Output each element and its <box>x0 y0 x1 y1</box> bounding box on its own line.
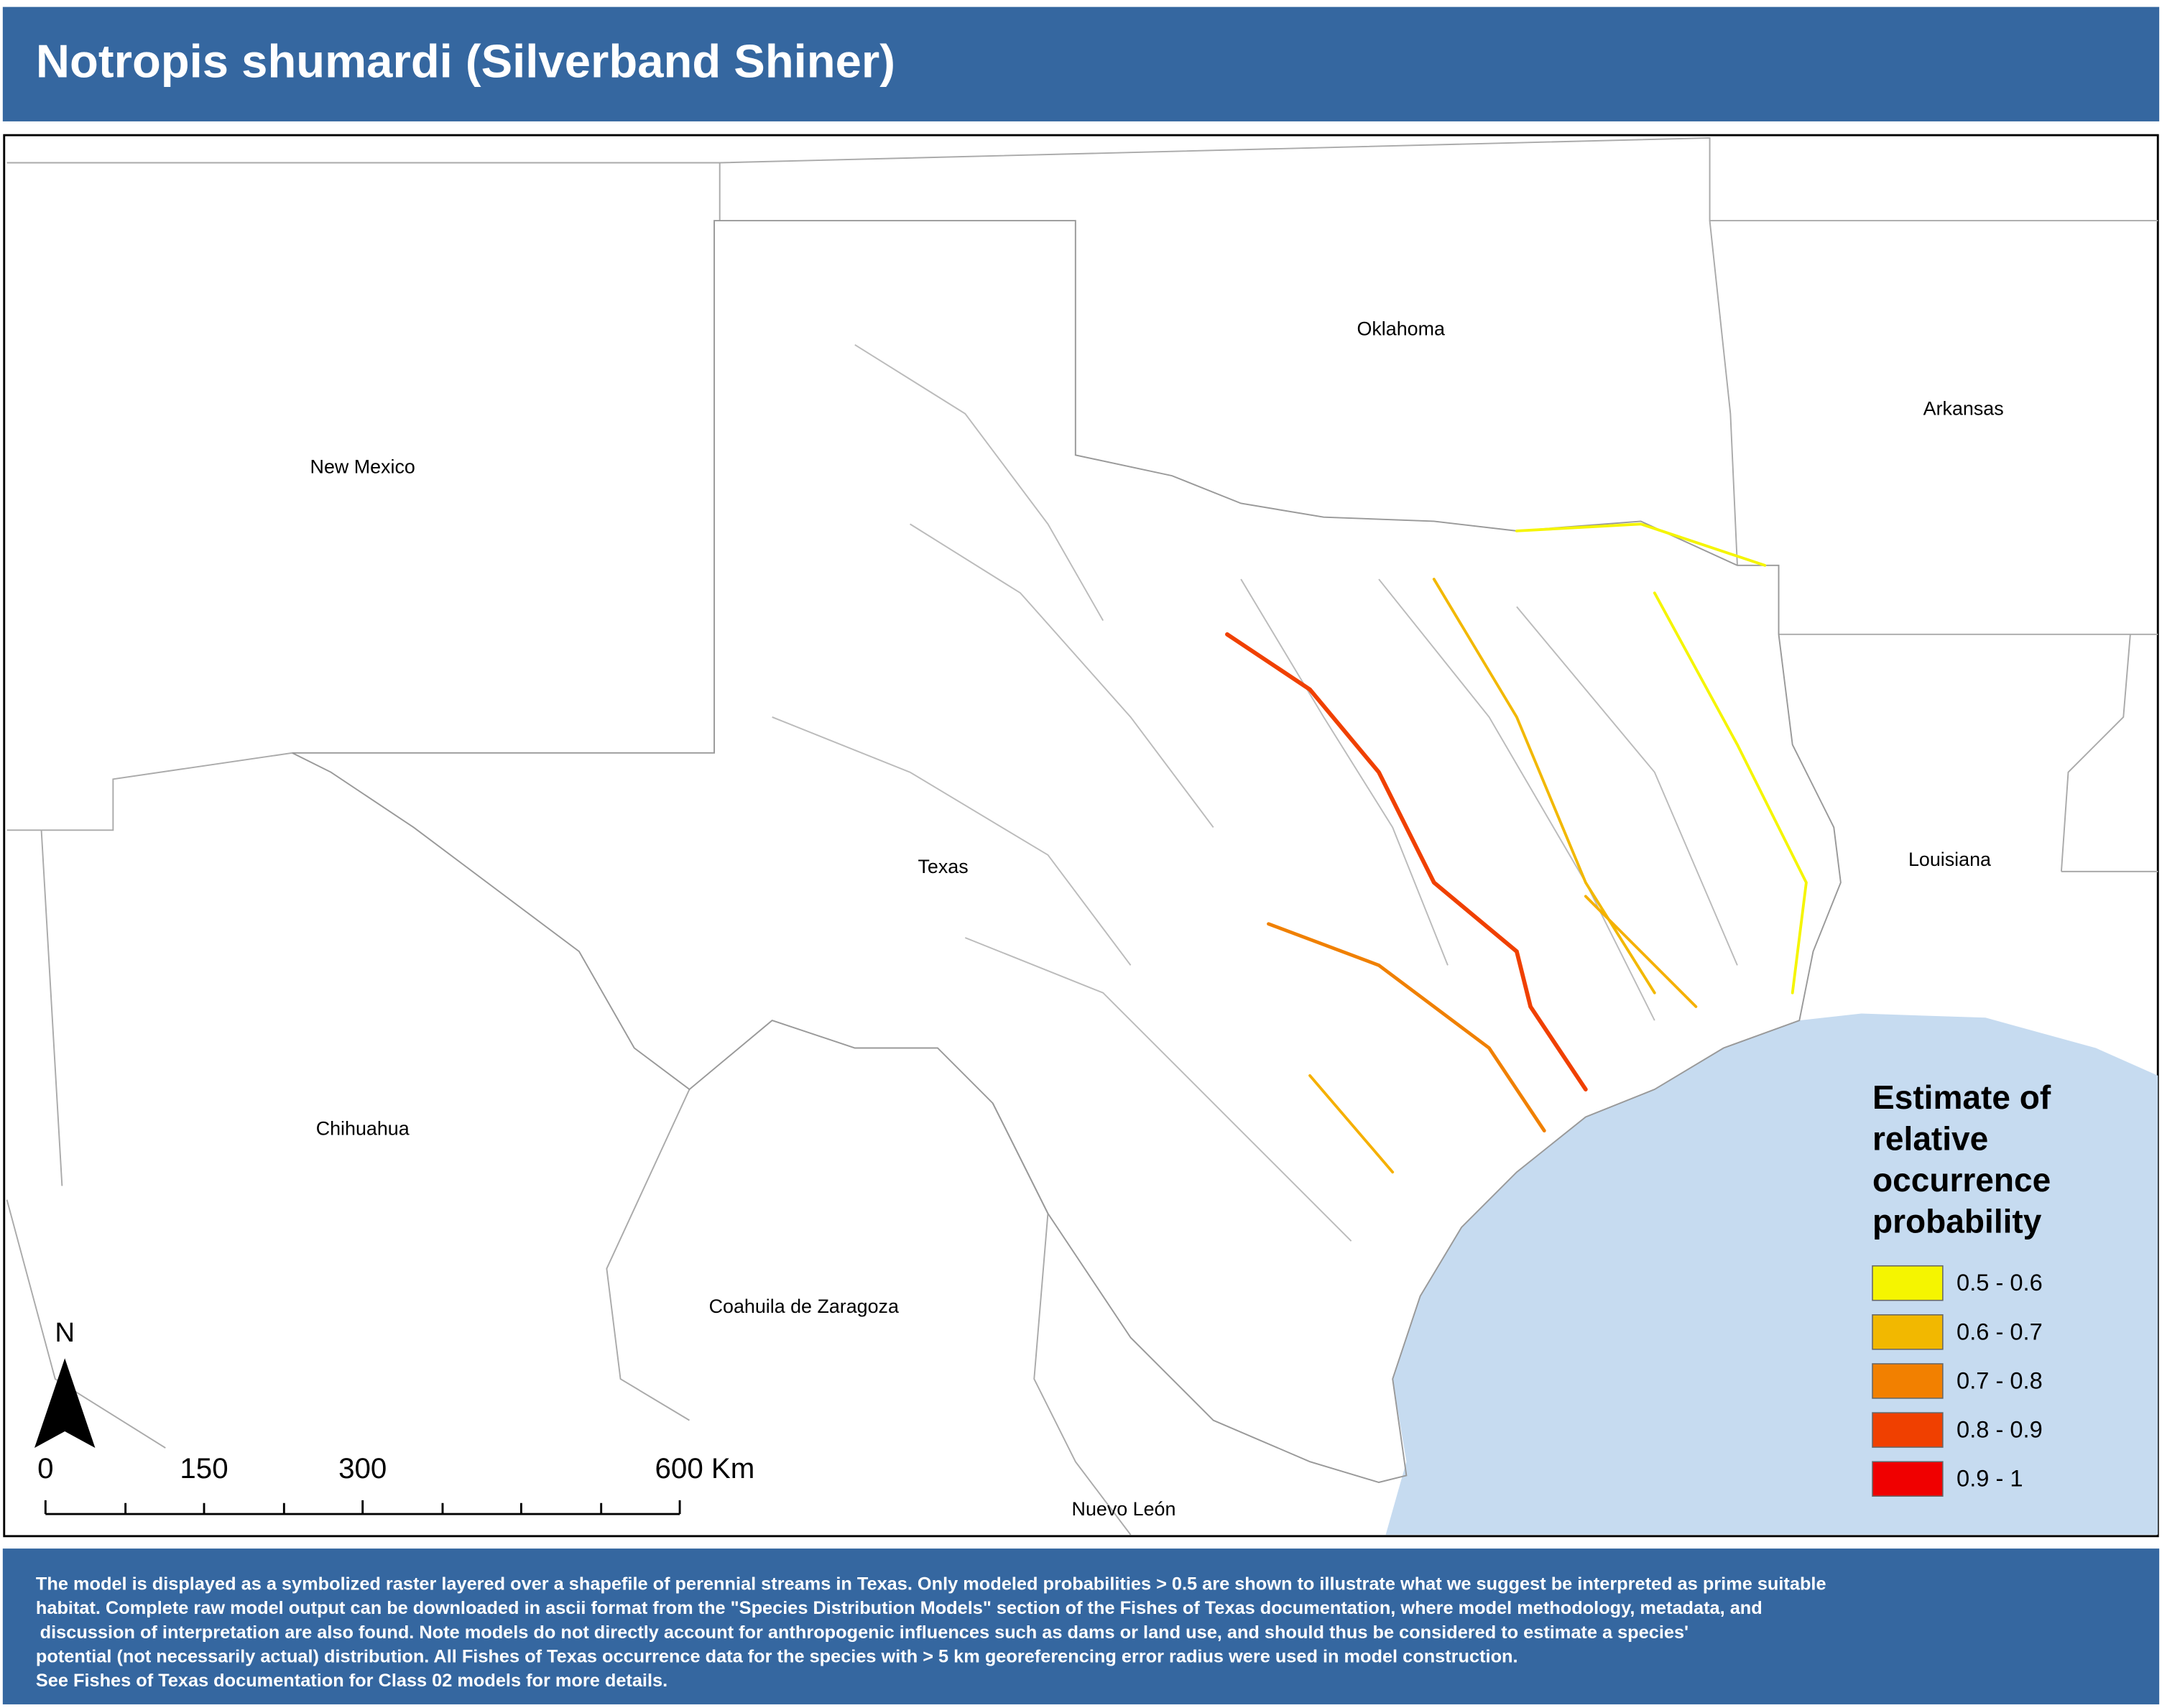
legend-label: 0.7 - 0.8 <box>1957 1367 2043 1393</box>
north-label: N <box>55 1317 75 1348</box>
footer-line: potential (not necessarily actual) distr… <box>36 1646 1518 1666</box>
legend-swatch <box>1872 1412 1944 1448</box>
place-label: Chihuahua <box>316 1117 410 1139</box>
legend-label: 0.9 - 1 <box>1957 1465 2023 1492</box>
scale-label: 0 <box>37 1452 53 1485</box>
footer-line: See Fishes of Texas documentation for Cl… <box>36 1671 667 1691</box>
footer-line: discussion of interpretation are also fo… <box>40 1622 1689 1643</box>
legend-label: 0.6 - 0.7 <box>1957 1318 2043 1344</box>
footer-line: habitat. Complete raw model output can b… <box>36 1598 1763 1618</box>
legend-title: relative <box>1872 1120 1988 1158</box>
legend-swatch <box>1872 1265 1944 1301</box>
suitable-habitat <box>1225 522 1808 1174</box>
place-label: Louisiana <box>1908 849 1991 870</box>
scale-label: 600 Km <box>655 1452 755 1485</box>
place-label: Coahuila de Zaragoza <box>709 1296 899 1317</box>
title: Notropis shumardi (Silverband Shiner) <box>36 35 895 88</box>
footer-text: The model is displayed as a symbolized r… <box>36 1574 1826 1691</box>
scale-bar: 0 150 300 600 Km <box>37 1452 755 1515</box>
legend-swatch <box>1872 1314 1944 1350</box>
place-label: Texas <box>918 856 969 877</box>
north-arrow <box>34 1358 96 1449</box>
scale-label: 300 <box>338 1452 387 1485</box>
place-label: Arkansas <box>1923 398 2004 420</box>
place-label: New Mexico <box>310 456 415 477</box>
legend-title: Estimate of <box>1872 1079 2051 1116</box>
legend-title: probability <box>1872 1203 2042 1240</box>
footer-bar <box>2 1548 2160 1704</box>
title-bar <box>2 6 2160 121</box>
footer-line: The model is displayed as a symbolized r… <box>36 1574 1826 1594</box>
legend-title: occurrence <box>1872 1161 2051 1199</box>
legend-label: 0.5 - 0.6 <box>1957 1269 2043 1296</box>
legend-label: 0.8 - 0.9 <box>1957 1416 2043 1443</box>
legend-swatch <box>1872 1461 1944 1497</box>
place-label: Nuevo León <box>1072 1498 1176 1520</box>
place-labels: Oklahoma Arkansas New Mexico Texas Louisiana… <box>310 318 2004 1520</box>
scale-label: 150 <box>180 1452 228 1485</box>
place-label: Oklahoma <box>1357 318 1444 339</box>
legend-swatch <box>1872 1363 1944 1399</box>
scale-ticks <box>44 1500 681 1515</box>
gulf-water <box>1385 1013 2158 1535</box>
